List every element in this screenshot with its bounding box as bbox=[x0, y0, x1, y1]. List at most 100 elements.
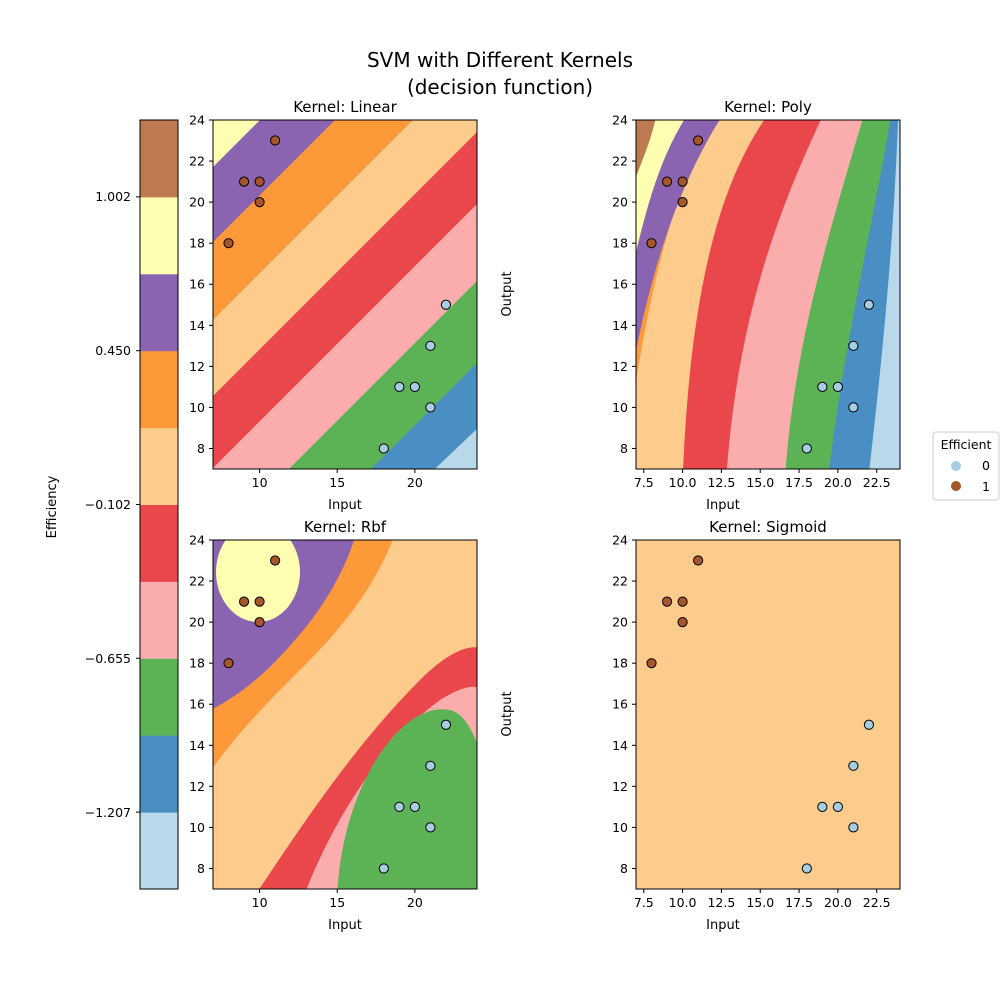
data-point-class-0 bbox=[801, 443, 812, 454]
y-tick-label: 8 bbox=[620, 861, 628, 876]
x-axis-label-sigmoid: Input bbox=[706, 918, 740, 933]
y-tick-label: 24 bbox=[612, 533, 628, 548]
y-tick-label: 14 bbox=[612, 318, 628, 333]
colorbar-band bbox=[140, 427, 178, 505]
y-tick-label: 22 bbox=[612, 154, 628, 169]
data-point-class-1 bbox=[270, 555, 281, 566]
colorbar-tick-label-5: −1.207 bbox=[85, 805, 131, 820]
figure-subtitle: (decision function) bbox=[407, 75, 593, 99]
y-tick-label: 10 bbox=[612, 400, 628, 415]
y-axis-label-poly: Output bbox=[500, 271, 515, 316]
colorbar-tick-3: −0.102 bbox=[85, 497, 140, 512]
y-tick-label: 20 bbox=[189, 195, 205, 210]
legend-label-1: 1 bbox=[982, 479, 990, 494]
data-point-class-0 bbox=[848, 822, 859, 833]
y-tick-label: 8 bbox=[197, 441, 205, 456]
x-axis-label-rbf: Input bbox=[328, 918, 362, 933]
y-tick-label: 12 bbox=[189, 359, 205, 374]
colorbar-band bbox=[140, 658, 178, 736]
data-point-class-1 bbox=[238, 176, 250, 187]
y-tick-label: 10 bbox=[612, 820, 628, 835]
data-point-class-0 bbox=[394, 381, 405, 392]
data-point-class-1 bbox=[238, 596, 250, 607]
panel-title-sigmoid: Kernel: Sigmoid bbox=[709, 518, 827, 536]
x-tick-label: 12.5 bbox=[707, 475, 735, 490]
legend-frame bbox=[932, 431, 1000, 501]
x-tick-label: 17.5 bbox=[785, 895, 813, 910]
x-ticks-sigmoid: 7.5 10.0 12.5 15.0 17.5 20.0 22.5 bbox=[634, 889, 891, 910]
contour-band-linear-6 bbox=[213, 120, 335, 242]
data-point-class-0 bbox=[409, 801, 420, 812]
colorbar-band bbox=[140, 350, 178, 429]
data-point-class-1 bbox=[254, 617, 265, 628]
legend-marker-1 bbox=[951, 481, 961, 491]
x-tick-label: 7.5 bbox=[634, 475, 654, 490]
data-point-class-1 bbox=[661, 176, 673, 187]
y-tick-label: 18 bbox=[189, 236, 205, 251]
data-point-class-0 bbox=[817, 801, 828, 812]
y-tick-label: 24 bbox=[189, 533, 205, 548]
x-ticks-linear: 10 15 20 bbox=[252, 469, 423, 490]
data-point-class-1 bbox=[223, 238, 234, 249]
x-tick-label: 22.5 bbox=[863, 475, 891, 490]
points-linear bbox=[223, 135, 452, 454]
data-point-class-1 bbox=[223, 658, 234, 669]
data-point-class-1 bbox=[677, 617, 688, 628]
contour-band-rbf-3 bbox=[337, 709, 477, 889]
panel-title-poly: Kernel: Poly bbox=[724, 98, 812, 116]
y-tick-label: 8 bbox=[197, 861, 205, 876]
legend-label-0: 0 bbox=[982, 458, 990, 473]
data-point-class-0 bbox=[848, 340, 859, 351]
colorbar-label: Efficiency bbox=[45, 475, 60, 538]
x-tick-label: 10.0 bbox=[669, 475, 697, 490]
points-rbf bbox=[223, 555, 452, 874]
data-point-class-0 bbox=[863, 719, 875, 730]
plot-frame-poly bbox=[635, 119, 901, 470]
plot-frame-rbf bbox=[212, 539, 478, 890]
x-tick-label: 7.5 bbox=[634, 895, 654, 910]
y-tick-label: 24 bbox=[189, 113, 205, 128]
data-point-class-1 bbox=[693, 135, 704, 146]
colorbar-tick-label-1: 1.002 bbox=[95, 189, 131, 204]
y-tick-label: 24 bbox=[612, 113, 628, 128]
x-tick-label: 17.5 bbox=[785, 475, 813, 490]
contour-linear bbox=[213, 120, 477, 469]
x-tick-label: 20 bbox=[407, 895, 423, 910]
colorbar-tick-label-4: −0.655 bbox=[85, 651, 131, 666]
data-point-class-0 bbox=[425, 822, 436, 833]
plot-frame-linear bbox=[212, 119, 478, 470]
colorbar-tick-label-2: 0.450 bbox=[95, 343, 131, 358]
y-tick-label: 20 bbox=[189, 615, 205, 630]
y-tick-label: 10 bbox=[189, 820, 205, 835]
x-tick-label: 15 bbox=[329, 895, 345, 910]
colorbar-tick-1: 1.002 bbox=[95, 189, 140, 204]
x-ticks-rbf: 10 15 20 bbox=[252, 889, 423, 910]
contour-band-linear-7 bbox=[213, 120, 260, 167]
colorbar-band bbox=[140, 196, 178, 275]
colorbar-band bbox=[140, 581, 178, 659]
x-axis-label-poly: Input bbox=[706, 498, 740, 513]
contour-band-poly-9 bbox=[636, 120, 656, 177]
legend-title: Efficient bbox=[941, 437, 992, 452]
x-tick-label: 10 bbox=[252, 895, 268, 910]
y-axis-label-sigmoid: Output bbox=[500, 691, 515, 736]
colorbar-bands bbox=[140, 120, 178, 890]
contour-band-rbf-6 bbox=[216, 540, 300, 622]
data-point-class-1 bbox=[677, 176, 688, 187]
y-tick-label: 14 bbox=[612, 738, 628, 753]
panel-title-linear: Kernel: Linear bbox=[293, 98, 397, 116]
y-tick-label: 22 bbox=[189, 154, 205, 169]
y-tick-label: 16 bbox=[189, 277, 205, 292]
colorbar-tick-5: −1.207 bbox=[85, 805, 140, 820]
y-ticks-rbf: 8 10 12 14 16 18 20 22 24 bbox=[189, 533, 213, 876]
data-point-class-0 bbox=[440, 719, 452, 730]
y-ticks-poly: 8 10 12 14 16 18 20 22 24 bbox=[612, 113, 636, 456]
colorbar-band bbox=[140, 504, 178, 582]
y-tick-label: 22 bbox=[612, 574, 628, 589]
colorbar-band bbox=[140, 812, 178, 890]
data-point-class-1 bbox=[646, 658, 657, 669]
data-point-class-0 bbox=[378, 863, 389, 874]
data-point-class-0 bbox=[817, 381, 828, 392]
y-tick-label: 12 bbox=[612, 359, 628, 374]
